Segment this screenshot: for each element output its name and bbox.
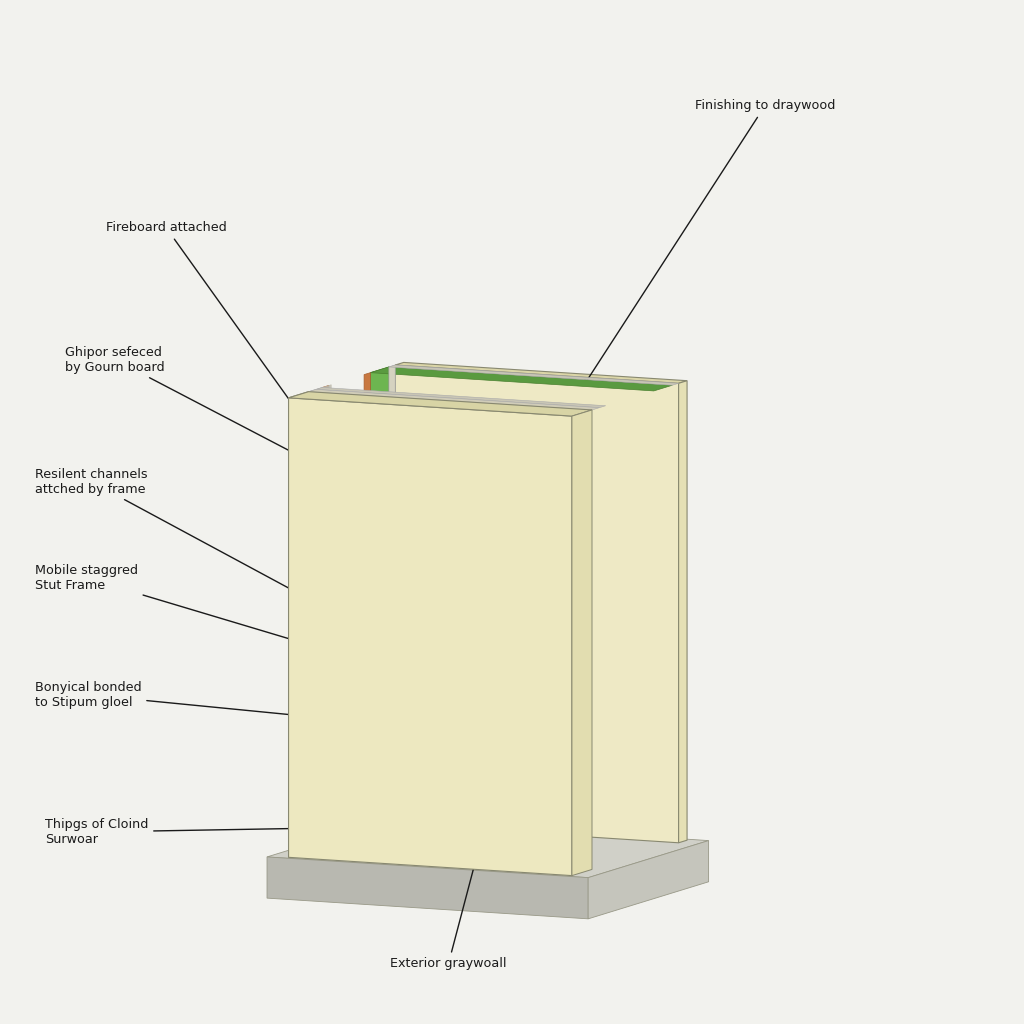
Text: Exterior graywoall: Exterior graywoall bbox=[390, 861, 507, 971]
Text: Resilent channels
attched by frame: Resilent channels attched by frame bbox=[35, 468, 321, 605]
Polygon shape bbox=[389, 365, 395, 826]
Polygon shape bbox=[323, 744, 371, 772]
Polygon shape bbox=[308, 389, 316, 851]
Text: Ghipor sefeced
by Gourn board: Ghipor sefeced by Gourn board bbox=[66, 346, 388, 502]
Polygon shape bbox=[572, 410, 592, 876]
Polygon shape bbox=[323, 673, 371, 700]
Polygon shape bbox=[308, 389, 599, 410]
Polygon shape bbox=[323, 805, 371, 833]
Text: Thipgs of Cloind
Surwoar: Thipgs of Cloind Surwoar bbox=[45, 818, 329, 846]
Polygon shape bbox=[371, 367, 673, 391]
Polygon shape bbox=[267, 820, 709, 878]
Text: Bonyical bonded
to Stipum gloel: Bonyical bonded to Stipum gloel bbox=[35, 681, 342, 722]
Polygon shape bbox=[267, 857, 588, 919]
Text: Mobile staggred
Stut Frame: Mobile staggred Stut Frame bbox=[35, 564, 342, 655]
Polygon shape bbox=[679, 381, 687, 843]
Polygon shape bbox=[337, 776, 371, 799]
Polygon shape bbox=[316, 387, 606, 408]
Polygon shape bbox=[289, 391, 592, 416]
Polygon shape bbox=[389, 365, 679, 385]
Polygon shape bbox=[395, 362, 687, 383]
Polygon shape bbox=[337, 495, 371, 517]
Polygon shape bbox=[323, 385, 329, 847]
Polygon shape bbox=[337, 637, 371, 660]
Polygon shape bbox=[323, 459, 371, 486]
Polygon shape bbox=[395, 365, 679, 843]
Text: Finishing to draywood: Finishing to draywood bbox=[585, 99, 836, 384]
Polygon shape bbox=[323, 602, 376, 616]
Text: Fireboard attached: Fireboard attached bbox=[105, 221, 309, 427]
Polygon shape bbox=[588, 841, 709, 919]
Polygon shape bbox=[337, 566, 371, 589]
Polygon shape bbox=[316, 387, 323, 849]
Polygon shape bbox=[337, 423, 371, 446]
Polygon shape bbox=[323, 602, 371, 629]
Polygon shape bbox=[337, 709, 371, 731]
Polygon shape bbox=[323, 530, 376, 546]
Polygon shape bbox=[323, 459, 376, 474]
Polygon shape bbox=[323, 673, 376, 688]
Polygon shape bbox=[323, 805, 376, 820]
Polygon shape bbox=[289, 398, 572, 876]
Polygon shape bbox=[371, 367, 389, 833]
Polygon shape bbox=[323, 530, 371, 558]
Polygon shape bbox=[323, 744, 376, 760]
Polygon shape bbox=[365, 373, 371, 835]
Polygon shape bbox=[289, 391, 308, 857]
